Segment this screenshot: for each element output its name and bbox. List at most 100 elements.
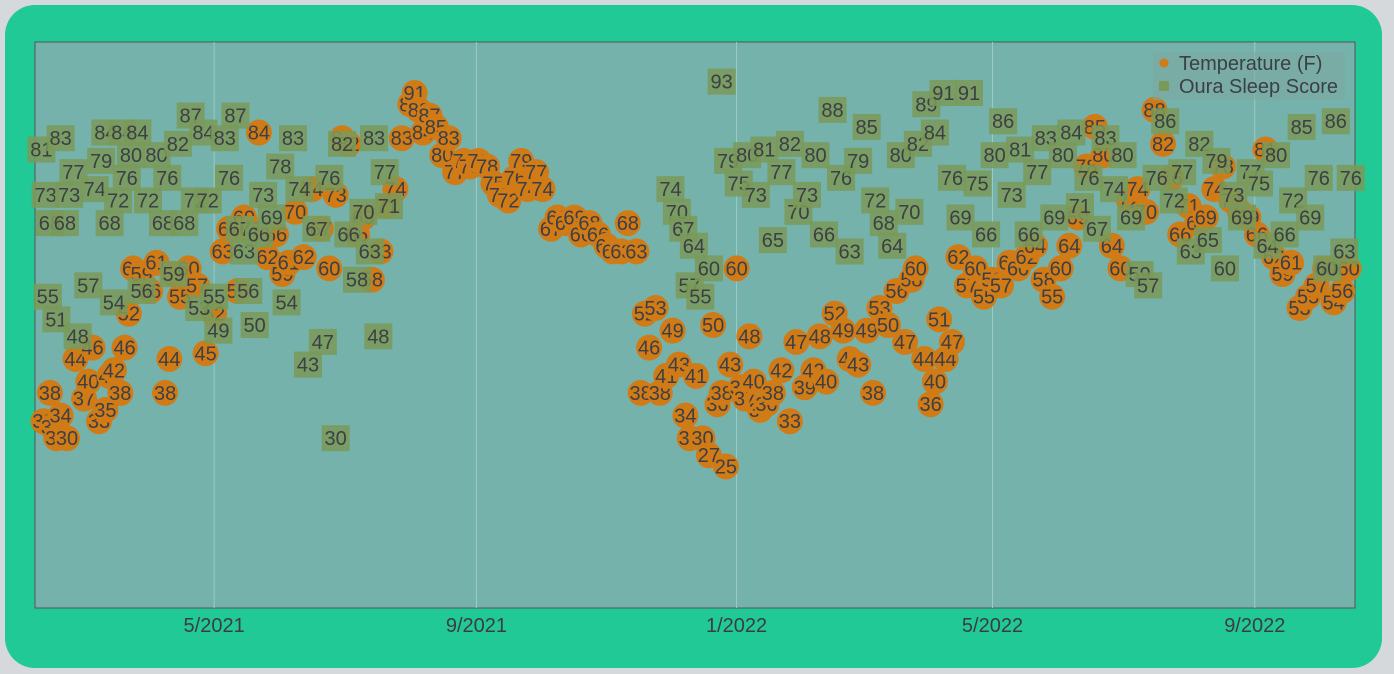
sleep-score-point [46,125,75,152]
sleep-score-data-label: 66 [1274,224,1296,246]
sleep-score-data-label: 58 [346,270,368,292]
temperature-point [107,379,134,406]
sleep-score-data-label: 79 [1205,151,1227,173]
sleep-score-point [801,142,830,169]
sleep-score-point [170,210,199,237]
sleep-score-point [861,187,890,214]
sleep-score-point [694,255,723,282]
temperature-data-label: 38 [629,383,651,405]
sleep-score-point [1330,238,1359,265]
temperature-data-label: 82 [1152,134,1174,156]
sleep-score-point [741,181,770,208]
sleep-score-data-label: 74 [659,179,681,201]
temperature-data-label: 46 [638,338,660,360]
temperature-point [759,379,786,406]
temperature-point [783,328,810,355]
sleep-score-data-label: 48 [367,326,389,348]
sleep-score-point [1245,170,1274,197]
sleep-score-point [240,312,269,338]
temperature-data-label: 45 [194,343,216,365]
sleep-score-data-label: 84 [126,123,148,145]
temperature-data-label: 50 [702,315,724,337]
sleep-score-data-label: 67 [1086,219,1108,241]
sleep-score-data-label: 73 [796,185,818,207]
temperature-data-label: 62 [256,247,278,269]
sleep-score-data-label: 76 [156,168,178,190]
sleep-score-point [349,198,378,225]
sleep-score-point [370,159,399,186]
sleep-score-point [852,113,881,140]
legend-background [1153,52,1345,100]
sleep-score-point [80,176,109,203]
temperature-data-label: 48 [809,326,831,348]
sleep-score-data-label: 86 [992,111,1014,133]
temperature-data-label: 57 [990,275,1012,297]
sleep-score-data-label: 86 [1154,111,1176,133]
temperature-data-label: 60 [725,258,747,280]
temperature-point [36,379,63,406]
sleep-score-point [1048,142,1077,169]
temperature-data-label: 55 [1041,287,1063,309]
sleep-score-point [1057,119,1086,146]
sleep-score-data-label: 91 [958,83,980,105]
sleep-score-data-label: 77 [374,162,396,184]
sleep-score-point [315,164,344,191]
sleep-score-point [989,108,1018,135]
temperature-point [111,334,138,361]
sleep-score-data-label: 43 [297,355,319,377]
temperature-point [53,425,80,452]
sleep-score-data-label: 73 [745,185,767,207]
sleep-score-data-label: 59 [162,264,184,286]
sleep-score-point [878,232,907,259]
temperature-point [623,238,650,265]
sleep-score-data-label: 54 [276,292,298,314]
temperature-point [911,345,938,372]
sleep-score-point [775,130,804,157]
temperature-point [290,244,317,271]
temperature-point [860,379,887,406]
sleep-score-point [980,142,1009,169]
sleep-score-point [374,193,403,220]
legend-temperature-marker [1159,58,1169,68]
sleep-score-data-label: 76 [1308,168,1330,190]
temperature-data-label: 72 [497,190,519,212]
temperature-point [1047,255,1074,282]
sleep-score-point [750,136,779,163]
sleep-score-data-label: 83 [214,128,236,150]
sleep-score-data-label: 82 [779,134,801,156]
sleep-score-point [153,164,182,191]
sleep-score-data-label: 68 [152,213,174,235]
sleep-score-data-label: 87 [224,106,246,128]
legend-sleep-label: Oura Sleep Score [1179,76,1338,98]
sleep-score-point [818,96,847,123]
x-axis-ticks: 5/2021 9/2021 1/2022 5/2022 9/2022 [184,615,1286,637]
temperature-data-label: 38 [711,383,733,405]
legend: Temperature (F) Oura Sleep Score [1153,52,1345,100]
sleep-score-data-label: 75 [1248,174,1270,196]
sleep-score-data-label: 84 [192,123,214,145]
sleep-score-data-label: 73 [1001,185,1023,207]
sleep-score-point [308,328,337,355]
sleep-score-data-label: 70 [352,202,374,224]
sleep-score-point [63,323,92,350]
sleep-score-data-label: 78 [269,157,291,179]
sleep-score-point [707,68,736,95]
sleep-score-data-label: 68 [873,213,895,235]
sleep-score-data-label: 72 [864,190,886,212]
temperature-data-label: 34 [49,406,71,428]
sleep-score-data-label: 55 [689,287,711,309]
temperature-point [614,210,641,237]
temperature-point [152,379,179,406]
sleep-score-point [99,289,128,316]
sleep-score-point [74,272,103,299]
sleep-score-data-label: 49 [207,321,229,343]
temperature-point [768,357,795,384]
sleep-score-data-label: 60 [698,258,720,280]
sleep-score-point [946,204,975,231]
temperature-point [495,187,522,214]
sleep-score-point [1296,204,1325,231]
legend-sleep-marker [1159,81,1169,91]
sleep-score-data-label: 65 [1197,230,1219,252]
sleep-score-data-label: 77 [1171,162,1193,184]
sleep-score-point [127,278,156,305]
